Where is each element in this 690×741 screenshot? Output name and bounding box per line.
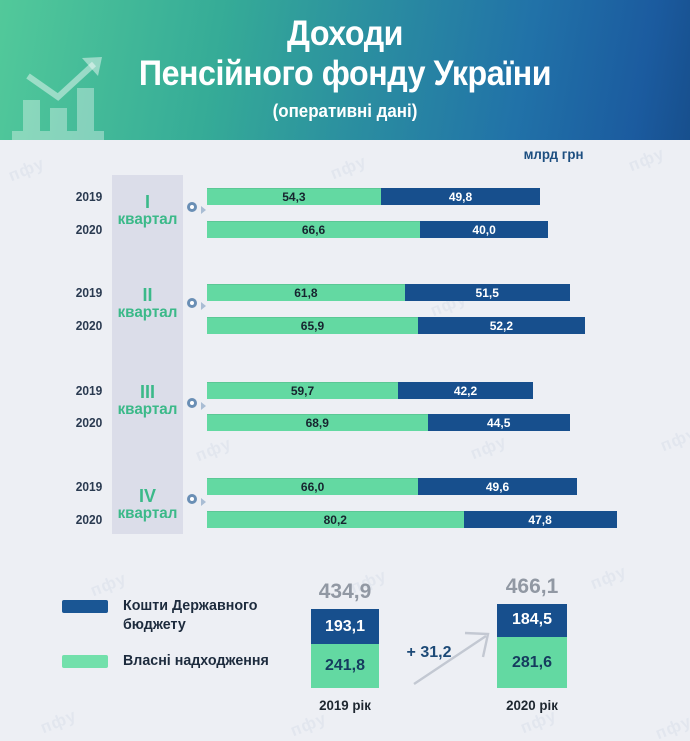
legend-label: Власні надходження [123,652,269,669]
own-revenue-segment: 68,9 [207,414,428,431]
own-revenue-segment: 80,2 [207,511,464,528]
state-budget-segment: 44,5 [427,414,570,431]
watermark: пфу [192,433,235,466]
quarter-marker-circle [187,494,206,506]
quarter-word: квартал [117,505,178,522]
title-line-1: Доходи [286,14,404,53]
own-revenue-segment: 65,9 [207,317,418,334]
annual-total: 466,1 [505,574,559,598]
annual-summary-2020: 466,1 184,5 281,6 [497,575,567,688]
delta-label: + 31,2 [406,644,452,661]
quarter-numeral: III [139,382,155,402]
watermark: пфу [587,561,630,594]
legend-label: Кошти Державного бюджету [123,597,258,633]
stacked-bar: 65,9 52,2 [207,317,585,334]
stacked-bar: 80,2 47,8 [207,511,617,528]
quarter-word: квартал [117,211,178,228]
bar-row-q1-2019: 2019 54,3 49,8 [0,188,690,205]
year-label: 2019 [75,285,103,300]
axis-unit-label: млрд грн [523,146,584,162]
state-budget-segment: 49,6 [418,478,577,495]
stacked-bar: 66,6 40,0 [207,221,549,238]
quarter-strip [112,175,183,534]
year-label: 2019 [75,189,103,204]
quarter-numeral: II [142,285,153,305]
annual-state-block: 193,1 [311,609,379,645]
own-revenue-segment: 66,6 [207,221,421,238]
annual-summary-2019: 434,9 193,1 241,8 [311,580,379,688]
watermark: пфу [467,431,510,464]
growth-chart-icon [12,57,104,140]
quarter-marker-circle [187,398,206,410]
title-subtitle: (оперативні дані) [272,101,418,121]
year-label: 2020 [75,222,103,237]
header-banner: Доходи Пенсійного фонду України (операти… [0,0,690,140]
annual-caption-2020: 2020 рік [506,697,558,713]
year-label: 2019 [75,383,103,398]
watermark: пфу [5,153,48,186]
annual-state-block: 184,5 [497,603,567,637]
quarter-marker-circle [187,202,206,214]
bar-row-q1-2020: 2020 66,6 40,0 [0,221,690,238]
bar-row-q4-2019: 2019 66,0 49,6 [0,478,690,495]
own-revenue-segment: 66,0 [207,478,419,495]
quarter-marker-circle [187,298,206,310]
title-line-2: Пенсійного фонду України [138,54,552,93]
own-revenue-segment: 54,3 [207,188,381,205]
quarter-word: квартал [117,401,178,418]
bar-row-q3-2019: 2019 59,7 42,2 [0,382,690,399]
annual-total: 434,9 [318,580,372,604]
year-label: 2020 [75,318,103,333]
year-label: 2020 [75,512,103,527]
state-budget-segment: 49,8 [380,188,541,205]
bar-row-q2-2019: 2019 61,8 51,5 [0,284,690,301]
quarter-numeral: IV [138,486,156,506]
own-revenue-swatch [62,655,108,668]
stacked-bar: 66,0 49,6 [207,478,577,495]
bar-row-q2-2020: 2020 65,9 52,2 [0,317,690,334]
quarter-numeral: I [144,192,150,212]
state-budget-segment: 42,2 [398,382,533,399]
watermark: пфу [625,143,668,176]
watermark: пфу [37,705,80,738]
quarter-word: квартал [117,304,178,321]
quarter-label-3: III квартал [112,383,183,418]
state-budget-segment: 40,0 [420,221,549,238]
stacked-bar: 61,8 51,5 [207,284,570,301]
state-budget-segment: 52,2 [417,317,585,334]
quarter-label-1: I квартал [112,193,183,228]
stacked-bar: 68,9 44,5 [207,414,570,431]
year-label: 2019 [75,479,103,494]
bar-row-q4-2020: 2020 80,2 47,8 [0,511,690,528]
own-revenue-segment: 59,7 [207,382,398,399]
state-budget-segment: 47,8 [463,511,617,528]
quarter-label-4: IV квартал [112,487,183,522]
own-revenue-segment: 61,8 [207,284,405,301]
watermark: пфу [652,711,690,741]
page-title: Доходи Пенсійного фонду України (операти… [0,14,690,122]
year-label: 2020 [75,415,103,430]
watermark: пфу [287,708,330,741]
state-budget-segment: 51,5 [404,284,570,301]
watermark: пфу [327,151,370,184]
annual-own-block: 281,6 [497,637,567,688]
quarter-label-2: II квартал [112,286,183,321]
annual-own-block: 241,8 [311,644,379,688]
growth-arrow-icon [413,631,490,685]
annual-caption-2019: 2019 рік [319,697,371,713]
bar-row-q3-2020: 2020 68,9 44,5 [0,414,690,431]
stacked-bar: 54,3 49,8 [207,188,541,205]
state-budget-swatch [62,600,108,613]
stacked-bar: 59,7 42,2 [207,382,533,399]
